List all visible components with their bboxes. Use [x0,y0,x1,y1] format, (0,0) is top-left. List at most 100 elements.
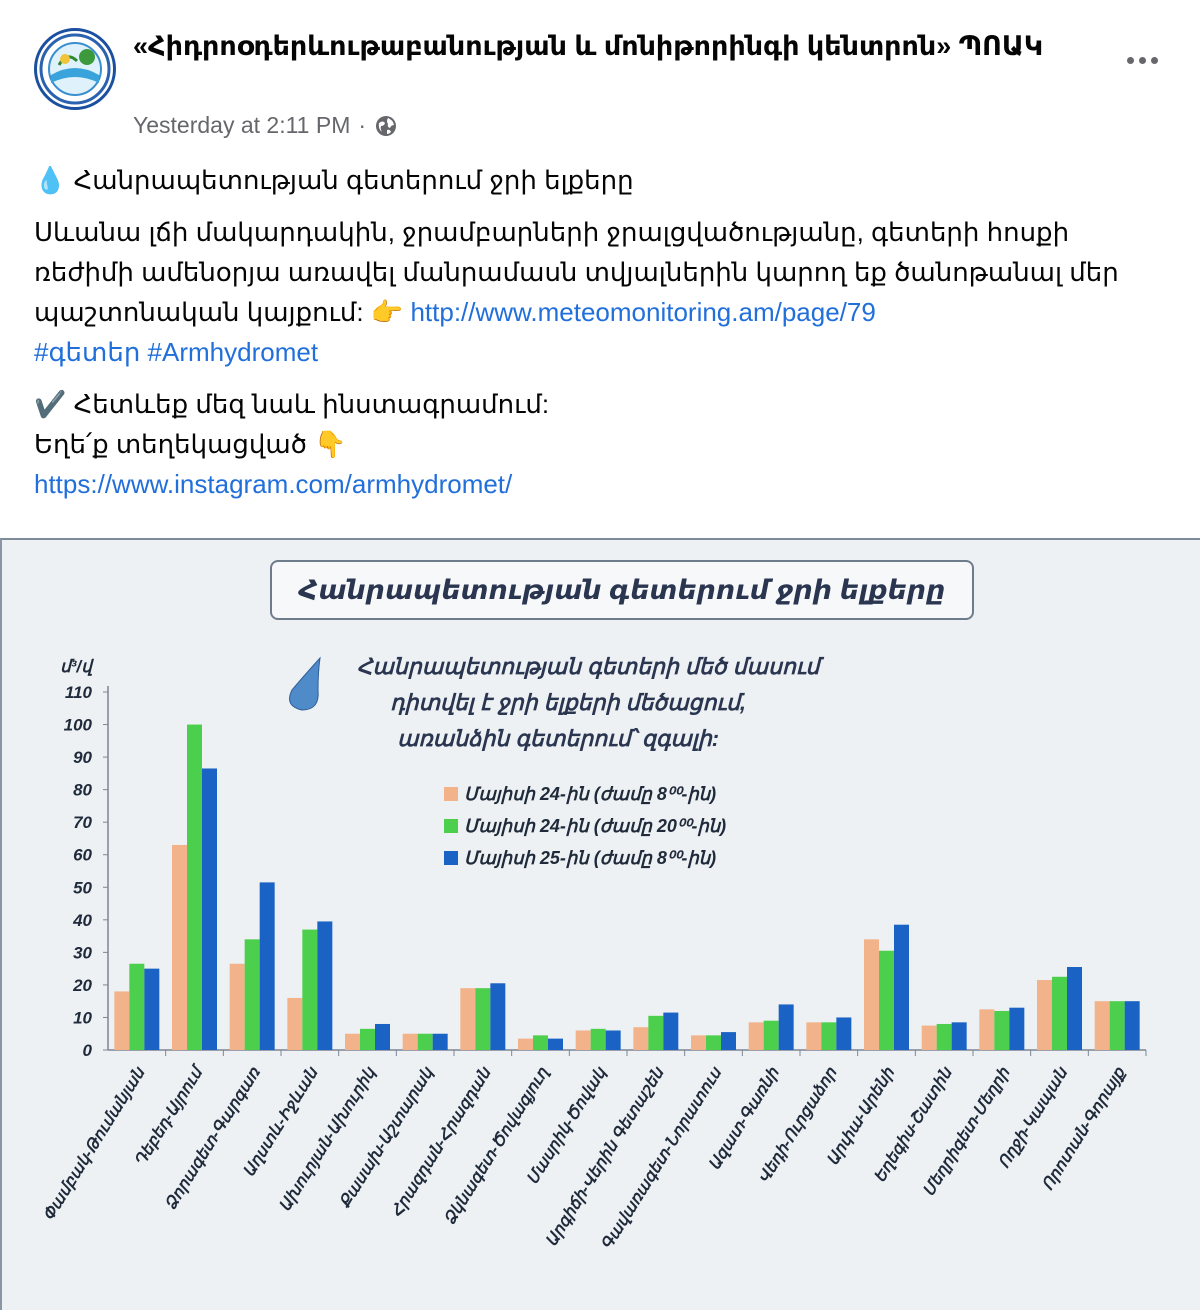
bar [317,921,333,1050]
post-image-chart[interactable]: Հանրապետության գետերում ջրի ելքերը 0 10 20… [0,538,1200,1310]
water-drop-emoji: 💧 [34,165,67,195]
bar [836,1017,852,1050]
y-axis-label: մ³/վ [60,657,94,676]
hashtag-rivers[interactable]: #գետեր [34,337,141,367]
annotation-line: Հանրապետության գետերի մեծ մասում [357,654,825,679]
bar [663,1012,679,1050]
post-follow: ✔️ Հետևեք մեզ նաև ինստագրամում: Եղե՛ք տե… [34,384,1174,504]
chart-title: Հանրապետության գետերում ջրի ելքերը [270,560,974,620]
annotation-line: առանձին գետերում՝ զգալի: [397,726,719,751]
check-emoji: ✔️ [34,389,67,419]
x-tick-label: Ձկնագետ-Ծովագյուղ [441,1064,552,1228]
bar [1094,1001,1110,1050]
hashtag-armhydromet[interactable]: #Armhydromet [147,337,319,367]
y-tick-label: 70 [73,813,92,832]
stay-line: Եղե՛ք տեղեկացված 👇 [34,424,1174,464]
bar [402,1033,418,1050]
x-tick-label: Փամբակ-Թումանյան [40,1064,149,1224]
bar [894,924,909,1050]
post-body: Սևանա լճի մակարդակին, ջրամբարների ջրալցվ… [34,212,1174,372]
pointing-down-emoji: 👇 [314,429,347,459]
bar [1009,1007,1025,1050]
bar [172,844,187,1050]
headline-text: Հանրապետության գետերում ջրի ելքերը [73,165,634,195]
post-text: 💧 Հանրապետության գետերում ջրի ելքերը Սևա… [34,160,1174,516]
bar [979,1009,995,1050]
post-header: «Հիդրոօդերևութաբանության և մոնիթորինգի կ… [0,0,1200,150]
y-tick-label: 110 [65,683,93,702]
bar [1124,1001,1140,1050]
bar [721,1032,736,1050]
bar [921,1025,937,1050]
bar [691,1035,706,1050]
legend-swatch [444,787,458,801]
site-link[interactable]: http://www.meteomonitoring.am/page/79 [410,297,876,327]
y-tick-label: 60 [73,846,92,865]
bar [490,983,506,1050]
y-tick-label: 90 [73,748,92,767]
logo-icon [39,33,111,105]
bar-chart: 0 10 20 30 40 50 60 70 80 90 100 110 մ³/վ Փամբակ-Թում… [40,654,1147,1253]
y-tick-label: 20 [72,976,92,995]
bar [533,1035,548,1050]
hashtags: #գետեր #Armhydromet [34,332,1174,372]
bar [879,950,894,1050]
bar [114,991,130,1050]
bar [518,1038,533,1050]
legend-swatch [444,851,458,865]
post-timestamp[interactable]: Yesterday at 2:11 PM [133,112,351,138]
bar [1052,976,1067,1050]
follow-text: Հետևեք մեզ նաև ինստագրամում: [73,389,550,419]
bar [706,1035,721,1050]
page-name[interactable]: «Հիդրոօդերևութաբանության և մոնիթորինգի կ… [133,31,1044,61]
globe-icon [376,115,397,136]
avatar[interactable] [34,28,116,110]
bar [1037,980,1052,1050]
bar [259,882,275,1050]
bar [1109,1001,1125,1050]
legend-label: Մայիսի 24-ին (ժամը 20⁰⁰-ին) [464,816,726,837]
instagram-link[interactable]: https://www.instagram.com/armhydromet/ [34,469,513,499]
annotation-line: դիտվել է ջրի ելքերի մեծացում, [390,690,746,715]
bar [763,1020,779,1050]
y-tick-label: 100 [64,716,93,735]
body-line-text: պաշտոնական կայքում: [34,297,364,327]
more-options-button[interactable] [1120,44,1164,76]
y-tick-label: 10 [73,1008,92,1027]
y-tick-label: 40 [72,911,92,930]
x-tick-label: Արգիճի-Վերին Գետաշեն [543,1064,668,1250]
post-meta: Yesterday at 2:11 PM · [133,112,398,139]
meta-separator: · [358,112,367,138]
bar [187,724,202,1050]
bar [202,768,217,1050]
post-headline: 💧 Հանրապետության գետերում ջրի ելքերը [34,160,1174,200]
y-tick-label: 0 [83,1041,93,1060]
bar [806,1022,822,1050]
legend-label: Մայիսի 24-ին (ժամը 8⁰⁰-ին) [464,784,716,805]
follow-line: ✔️ Հետևեք մեզ նաև ինստագրամում: [34,384,1174,424]
body-line: ռեժիմի ամենօրյա առավել մանրամասն տվյալնե… [34,257,1119,287]
bar [778,1004,794,1050]
bar [590,1028,606,1050]
bar [994,1010,1010,1050]
bar [460,988,476,1050]
bar [129,963,145,1050]
bar [821,1022,837,1050]
bar [475,988,491,1050]
body-line: Սևանա լճի մակարդակին, ջրամբարների ջրալցվ… [34,217,1070,247]
bar [287,997,303,1050]
bar [345,1033,360,1050]
x-tick-label: Հրազդան-Հրազդան [388,1064,495,1221]
bar [633,1027,649,1050]
bar [936,1023,952,1050]
bar [575,1030,591,1050]
more-dots-icon [1126,56,1134,64]
pointing-right-emoji: 👉 [370,297,404,327]
bar [748,1022,764,1050]
bar [648,1015,664,1050]
bar [360,1028,375,1050]
bar [229,963,245,1050]
y-tick-label: 80 [73,781,92,800]
body-line: պաշտոնական կայքում: 👉 http://www.meteomo… [34,292,1174,332]
bar [951,1022,967,1050]
